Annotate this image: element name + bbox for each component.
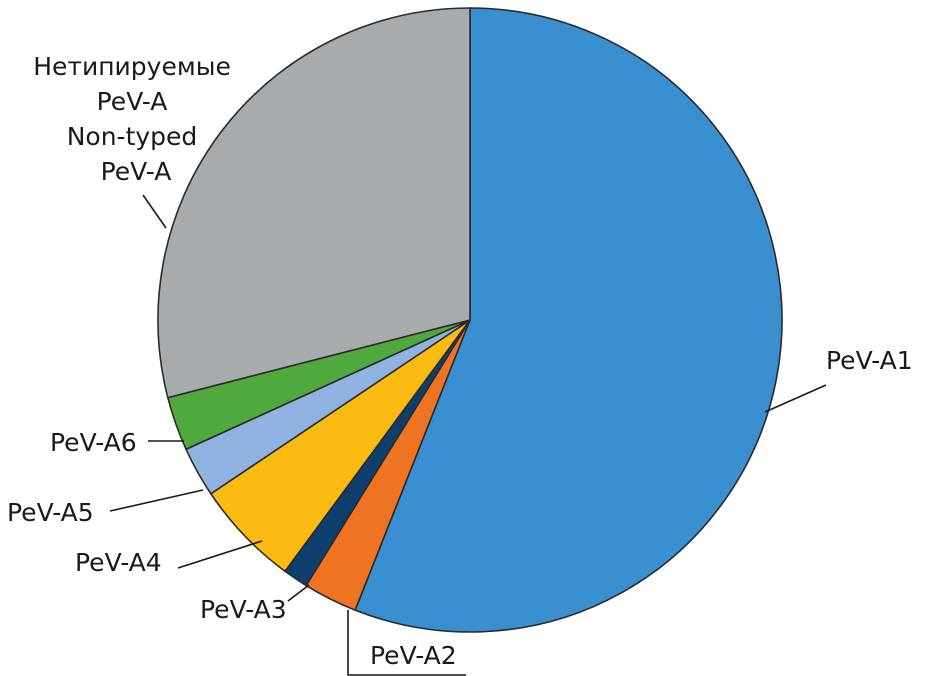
label-pev-a5: PeV-A5 <box>7 498 94 527</box>
leader-line-pev-a4 <box>177 540 263 569</box>
label-pev-a4: PeV-A4 <box>75 548 162 577</box>
label-non-typed-line-4: PeV-A <box>101 157 172 186</box>
slice-non-typed-pev-a <box>157 7 471 399</box>
label-non-typed: Нетипируемые PeV-A Non-typed PeV-A <box>33 52 239 186</box>
label-pev-a1: PeV-A1 <box>826 346 913 375</box>
leader-line-pev-a3 <box>287 584 310 602</box>
leader-line-pev-a2 <box>347 610 466 676</box>
leader-line-pev-a5 <box>109 489 204 512</box>
slice-pev-a1 <box>354 7 783 633</box>
pie-slices <box>157 7 783 633</box>
label-non-typed-line-1: Нетипируемые <box>33 52 231 81</box>
label-non-typed-line-2: PeV-A <box>97 87 168 116</box>
leader-line-pev-a1 <box>764 384 827 413</box>
label-non-typed-line-3: Non-typed <box>67 122 198 151</box>
label-pev-a6: PeV-A6 <box>50 428 137 457</box>
label-pev-a3: PeV-A3 <box>200 595 287 624</box>
slice-labels: PeV-A1 PeV-A2 PeV-A3 PeV-A4 PeV-A5 PeV-A… <box>7 52 913 670</box>
label-pev-a2: PeV-A2 <box>370 641 457 670</box>
leader-lines <box>109 194 827 676</box>
leader-line-non-typed <box>142 194 167 229</box>
